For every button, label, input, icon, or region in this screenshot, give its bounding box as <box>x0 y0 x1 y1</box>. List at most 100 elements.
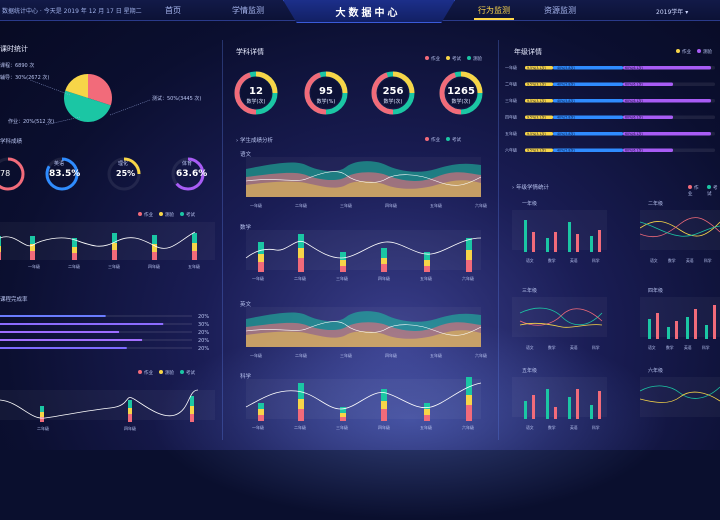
row-seg-c <box>623 132 711 136</box>
mini-bar <box>524 401 527 419</box>
mini-bar <box>694 309 697 339</box>
mini-title-2: 二年级 <box>648 201 664 207</box>
year-select[interactable]: 2019学年 ▾ <box>656 9 689 16</box>
mini-line-teal <box>519 307 603 326</box>
pie-label-1: 辅导：30%(2672 次) <box>0 75 50 81</box>
mini-chart-1: 语文 数学 英语 科学 <box>512 210 607 263</box>
legend-item-quiz-r: 测验 <box>697 49 712 55</box>
row-seg-a <box>525 66 553 70</box>
mini-tick: 科学 <box>702 345 710 350</box>
x-tick-label: 三年级 <box>340 202 352 208</box>
wave-area-red <box>246 322 481 347</box>
pie-label-2: 测试：50%(3445 次) <box>152 96 202 102</box>
bar-segment <box>112 250 117 260</box>
chevron-down-icon: ▾ <box>685 9 689 16</box>
progress-pct-3: 20% <box>198 330 210 336</box>
mini-tick: 科学 <box>592 345 600 350</box>
x-tick-label: 三年级 <box>336 275 348 281</box>
mini-tick: 英语 <box>570 345 578 350</box>
x-tick-label: 六年级 <box>462 275 474 281</box>
mini-tick: 语文 <box>648 345 656 350</box>
bar-segment <box>30 244 35 251</box>
row-seg-b <box>553 132 623 136</box>
mini-line-red <box>640 217 720 238</box>
mini-tick: 语文 <box>526 258 534 263</box>
bar-segment <box>152 244 157 252</box>
bar-segment <box>340 417 346 421</box>
donut-label-1: 数学(次) <box>246 99 266 105</box>
legend-item-quiz-m: 测验 <box>467 56 482 62</box>
row-seg-b <box>553 99 623 103</box>
progress-pct-1: 20% <box>198 314 210 320</box>
legend-item-homework: 作业 <box>138 212 153 218</box>
wave-area-red <box>246 172 481 197</box>
x-tick-label: 一年级 <box>28 263 40 269</box>
mini-title-5: 五年级 <box>522 368 538 374</box>
gauge-arc <box>171 157 205 191</box>
bar-segment <box>258 262 264 272</box>
donut-arc-red <box>234 71 278 115</box>
middle-top-legend: 作业 考试 测验 <box>425 56 482 62</box>
bar-segment <box>258 403 264 409</box>
donut-value-1: 12 <box>249 86 263 97</box>
gauge-value-physics: 25% <box>116 169 136 178</box>
wave-area-yellow <box>246 330 481 347</box>
bar-segment <box>340 260 346 266</box>
row-seg-a <box>525 115 553 119</box>
caret-icon: › <box>236 138 239 144</box>
page-title: 大数据中心 <box>335 8 401 19</box>
donut-arc-yellow <box>304 71 348 115</box>
donut-arc-yellow <box>371 71 415 115</box>
nav-behavior-monitor[interactable]: 行为监测 <box>478 6 510 15</box>
gauges <box>0 157 205 191</box>
bar-segment <box>340 266 346 272</box>
bar-segment <box>190 414 194 422</box>
bar-segment <box>424 409 430 415</box>
bar-segment <box>466 405 472 421</box>
right-legend: 作业 测验 <box>676 49 712 55</box>
progress-pct-4: 20% <box>198 338 210 344</box>
x-tick-label: 三年级 <box>340 352 352 358</box>
mini-bar <box>546 389 549 419</box>
legend-item-homework-2: 作业 <box>138 370 153 376</box>
gauge-pe <box>171 157 205 191</box>
mini-line-teal <box>640 221 720 237</box>
donut-value-3: 256 <box>382 86 404 97</box>
donut-arc-red <box>304 71 348 115</box>
progress-bars <box>0 315 192 349</box>
row-seg-b <box>553 82 623 86</box>
mini-title-4: 四年级 <box>648 288 664 294</box>
row-seg-b <box>553 66 623 70</box>
mini-bar <box>590 236 593 252</box>
mini-bar <box>576 234 579 252</box>
nav-home[interactable]: 首页 <box>165 6 181 15</box>
mini-tick: 语文 <box>650 258 658 263</box>
row-value: 60%(6.1次) <box>625 131 643 136</box>
bar-segment <box>192 243 197 251</box>
wave-chart-2: 一年级 二年级 三年级 四年级 五年级 六年级 <box>245 307 487 358</box>
nav-study-monitor[interactable]: 学情监测 <box>232 6 264 15</box>
progress-title: 课程完成率 <box>0 297 28 303</box>
gauge-arc <box>45 157 79 191</box>
pie-label-total: 课程：6890 次 <box>0 63 35 69</box>
gauge-label-pe: 体育 <box>182 161 193 167</box>
nav-resource-monitor[interactable]: 资源监测 <box>544 6 576 15</box>
x-tick-label: 四年级 <box>148 263 160 269</box>
gauge-english <box>45 157 79 191</box>
mini-bar <box>532 232 535 252</box>
mini-chart-6 <box>640 377 720 417</box>
grade-label: 三年级 <box>505 97 517 103</box>
header-info: 数据统计中心 · 今天是 2019 年 12 月 17 日 星期二 <box>2 8 142 15</box>
mini-bar <box>667 327 670 339</box>
x-tick-label: 六年级 <box>475 352 487 358</box>
mini-bar <box>598 230 601 252</box>
left-panel-title: 课时统计 <box>0 45 28 53</box>
bar-segment <box>466 250 472 260</box>
bar-segment <box>30 251 35 260</box>
legend-item-exam-m: 考试 <box>446 56 461 62</box>
x-tick-label: 五年级 <box>420 275 432 281</box>
row-seg-c <box>623 115 673 119</box>
progress-fill <box>0 331 120 333</box>
row-value: 9.5%(3.1次) <box>527 81 546 86</box>
subject-label-2: 数学 <box>240 225 252 231</box>
